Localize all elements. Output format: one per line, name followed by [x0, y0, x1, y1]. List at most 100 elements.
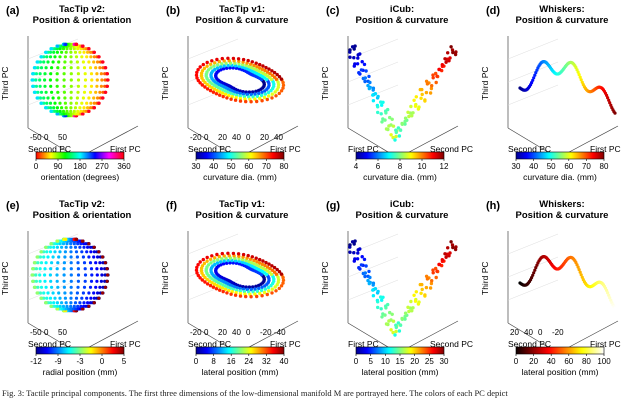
panel-title: TacTip v1:: [219, 4, 265, 15]
data-point: [352, 259, 356, 263]
data-point: [55, 84, 59, 88]
panel-title: Position & curvature: [516, 210, 609, 221]
data-point: [52, 50, 56, 54]
data-point: [274, 289, 278, 293]
data-point: [213, 61, 217, 65]
data-point: [38, 267, 42, 271]
data-point: [87, 291, 91, 295]
data-point: [38, 291, 43, 295]
colorbar-tick: 60: [564, 357, 573, 366]
data-point: [263, 92, 267, 96]
data-point: [363, 271, 367, 275]
data-point: [414, 95, 418, 99]
data-point: [33, 66, 37, 70]
data-point: [420, 287, 424, 292]
data-point: [263, 68, 267, 73]
data-point: [74, 42, 79, 47]
data-point: [270, 96, 274, 100]
data-point: [218, 90, 222, 94]
data-point: [368, 80, 372, 85]
data-point: [228, 91, 233, 95]
data-point: [434, 275, 438, 280]
data-point: [87, 242, 91, 246]
data-point: [606, 96, 610, 100]
data-point: [51, 291, 55, 295]
data-point: [267, 94, 271, 98]
data-point: [276, 278, 281, 282]
data-point: [275, 283, 279, 287]
data-point: [266, 90, 271, 95]
data-point: [85, 296, 89, 300]
data-point: [454, 50, 458, 54]
data-point: [376, 300, 380, 304]
data-point: [260, 294, 264, 298]
panel-title: iCub:: [390, 4, 414, 15]
data-point: [63, 60, 67, 64]
data-point: [254, 61, 258, 65]
data-point: [254, 256, 258, 260]
data-point: [43, 72, 47, 76]
data-point: [209, 261, 213, 265]
data-point: [69, 109, 73, 113]
grid-line: [507, 84, 559, 106]
data-point: [71, 307, 75, 311]
panel-title: Position & curvature: [356, 210, 449, 221]
data-point: [269, 77, 274, 82]
data-point: [73, 245, 78, 249]
panel-letter: (f): [166, 200, 177, 212]
data-point: [69, 267, 73, 271]
data-point: [96, 60, 100, 64]
data-point: [76, 285, 80, 289]
data-point: [575, 68, 579, 72]
data-point: [220, 91, 225, 95]
data-point: [444, 255, 448, 259]
data-point: [101, 261, 105, 265]
data-point: [196, 78, 200, 83]
data-point: [386, 107, 390, 112]
grid-line: [27, 279, 79, 301]
data-point: [424, 285, 429, 290]
data-point: [48, 273, 53, 277]
data-point: [64, 301, 68, 305]
panel-f: (f) TacTip v1:Position & curvature Third P…: [160, 199, 301, 377]
tick-label: 40: [232, 133, 241, 142]
data-point: [274, 77, 279, 81]
data-point: [46, 255, 50, 259]
data-point: [58, 101, 62, 105]
data-point: [87, 60, 91, 64]
data-point: [244, 99, 248, 104]
data-point: [82, 242, 86, 246]
data-point: [45, 55, 49, 59]
data-point: [89, 55, 93, 59]
axis-label-right: Second PC: [430, 339, 473, 349]
data-point: [43, 273, 47, 277]
panel-letter: (g): [326, 200, 340, 212]
colorbar-tick: -9: [54, 357, 62, 366]
data-point: [49, 72, 53, 76]
data-point: [50, 261, 54, 265]
data-point: [63, 296, 67, 300]
panel-letter: (a): [6, 5, 20, 17]
data-point: [68, 112, 73, 116]
data-point: [31, 279, 35, 283]
data-point: [74, 296, 79, 300]
axis-label-right: First PC: [270, 144, 301, 154]
data-point: [420, 282, 424, 287]
data-point: [576, 70, 580, 74]
axis-label-z: Third PC: [160, 66, 170, 100]
colorbar-tick: 0: [194, 357, 199, 366]
data-point: [83, 273, 88, 277]
data-point: [403, 122, 407, 126]
grid-line: [187, 233, 239, 255]
panel-letter: (c): [326, 5, 340, 17]
data-point: [88, 301, 93, 305]
colorbar-tick: 40: [547, 357, 556, 366]
data-point: [64, 237, 68, 241]
data-point: [95, 72, 99, 76]
plot-area: [507, 231, 619, 354]
data-point: [367, 74, 371, 79]
data-point: [58, 109, 62, 113]
data-point: [103, 78, 107, 82]
data-point: [391, 330, 395, 335]
data-point: [253, 92, 257, 96]
